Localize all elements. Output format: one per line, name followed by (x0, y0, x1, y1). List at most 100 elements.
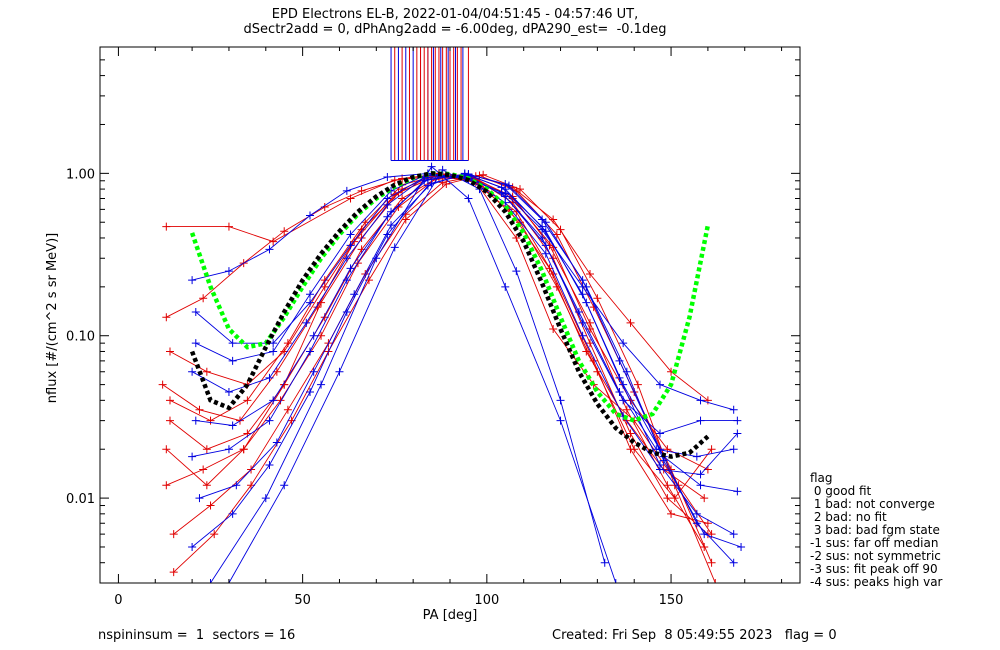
data-point-marker (737, 542, 746, 551)
data-point-marker (166, 416, 174, 425)
data-point-marker (512, 267, 521, 276)
data-point-marker (224, 267, 233, 276)
data-point-marker (556, 416, 565, 425)
x-tick-label: 50 (294, 593, 311, 608)
data-point-marker (619, 380, 628, 389)
data-point-marker (696, 416, 705, 425)
flag-legend-item: 0 good fit (810, 484, 872, 498)
data-point-marker (464, 194, 473, 203)
data-point-marker (283, 339, 292, 348)
data-point-marker (162, 445, 171, 454)
data-point-marker (427, 162, 436, 171)
data-point-marker (504, 181, 513, 190)
footer-left: nspininsum = 1 sectors = 16 (98, 628, 296, 643)
data-point-marker (306, 388, 314, 397)
data-point-marker (342, 276, 351, 285)
data-point-marker (692, 452, 701, 461)
data-point-marker (600, 558, 609, 567)
data-point-marker (383, 230, 392, 239)
data-point-marker (656, 380, 664, 389)
series-layer (158, 162, 746, 583)
data-point-marker (224, 388, 233, 397)
data-point-marker (243, 396, 252, 405)
data-point-marker (586, 318, 594, 327)
data-point-marker (729, 405, 738, 414)
data-point-marker (188, 367, 197, 376)
data-point-marker (320, 276, 329, 285)
data-point-marker (383, 172, 392, 181)
data-point-marker (276, 396, 285, 405)
data-point-marker (228, 339, 237, 348)
data-point-marker (306, 211, 314, 220)
data-point-marker (703, 396, 712, 405)
data-point-marker (335, 367, 344, 376)
data-point-marker (166, 347, 174, 356)
data-point-marker (611, 579, 620, 583)
data-point-marker (630, 445, 639, 454)
data-point-marker (696, 396, 705, 405)
data-point-marker (302, 318, 311, 327)
data-point-marker (442, 179, 451, 188)
data-point-marker (733, 416, 742, 425)
data-point-marker (656, 429, 664, 438)
data-point-marker (269, 339, 278, 348)
data-point-marker (538, 233, 547, 242)
data-point-marker (692, 519, 701, 528)
data-point-marker (269, 396, 278, 405)
black-fit-curve (189, 171, 710, 459)
chart-title-line-2: dSectr2add = 0, dPhAng2add = -6.00deg, d… (243, 22, 667, 37)
data-point-marker (280, 227, 289, 236)
data-point-marker (729, 445, 738, 454)
data-point-marker (656, 465, 664, 474)
data-point-marker (615, 388, 624, 397)
y-tick-label: 0.10 (66, 330, 95, 345)
data-point-marker (272, 367, 281, 376)
data-point-marker (169, 568, 178, 577)
data-point-marker (272, 438, 281, 447)
data-point-marker (320, 282, 329, 291)
data-point-marker (188, 276, 197, 285)
data-point-marker (670, 494, 679, 503)
data-point-marker (729, 530, 738, 539)
data-point-marker (729, 558, 738, 567)
data-point-marker (188, 452, 197, 461)
data-point-marker (460, 169, 469, 178)
data-point-marker (199, 465, 208, 474)
data-point-marker (633, 380, 642, 389)
data-point-marker (707, 558, 716, 567)
data-point-marker (593, 367, 602, 376)
data-point-marker (228, 421, 237, 430)
data-point-marker (667, 509, 676, 518)
data-point-marker (188, 542, 197, 551)
data-point-marker (309, 367, 318, 376)
flag-legend-item: -2 sus: not symmetric (810, 549, 941, 563)
data-point-marker (711, 579, 720, 583)
data-point-marker (479, 170, 488, 179)
peak-marker-layer (390, 47, 469, 161)
data-point-marker (387, 221, 396, 230)
data-point-marker (202, 481, 211, 490)
data-point-marker (202, 367, 211, 376)
flag-legend-item: -3 sus: fit peak off 90 (810, 562, 938, 576)
data-point-marker (265, 373, 274, 382)
y-tick-label: 1.00 (66, 167, 95, 182)
data-point-marker (438, 165, 447, 174)
data-point-marker (191, 339, 200, 348)
data-point-marker (206, 579, 215, 583)
data-point-marker (342, 254, 351, 263)
green-fit-curve (189, 171, 711, 423)
data-point-marker (195, 494, 204, 503)
data-point-marker (390, 243, 399, 252)
data-point-marker (239, 445, 248, 454)
data-point-marker (401, 215, 410, 224)
flag-legend-item: 1 bad: not converge (810, 497, 935, 511)
data-point-marker (361, 218, 370, 227)
data-point-marker (501, 179, 510, 188)
data-point-marker (700, 494, 709, 503)
x-tick-label: 100 (474, 593, 499, 608)
chart-title-line-1: EPD Electrons EL-B, 2022-01-04/04:51:45 … (271, 7, 639, 22)
data-point-marker (191, 416, 200, 425)
data-point-marker (342, 307, 351, 316)
data-point-marker (162, 222, 171, 231)
data-point-marker (538, 215, 547, 224)
